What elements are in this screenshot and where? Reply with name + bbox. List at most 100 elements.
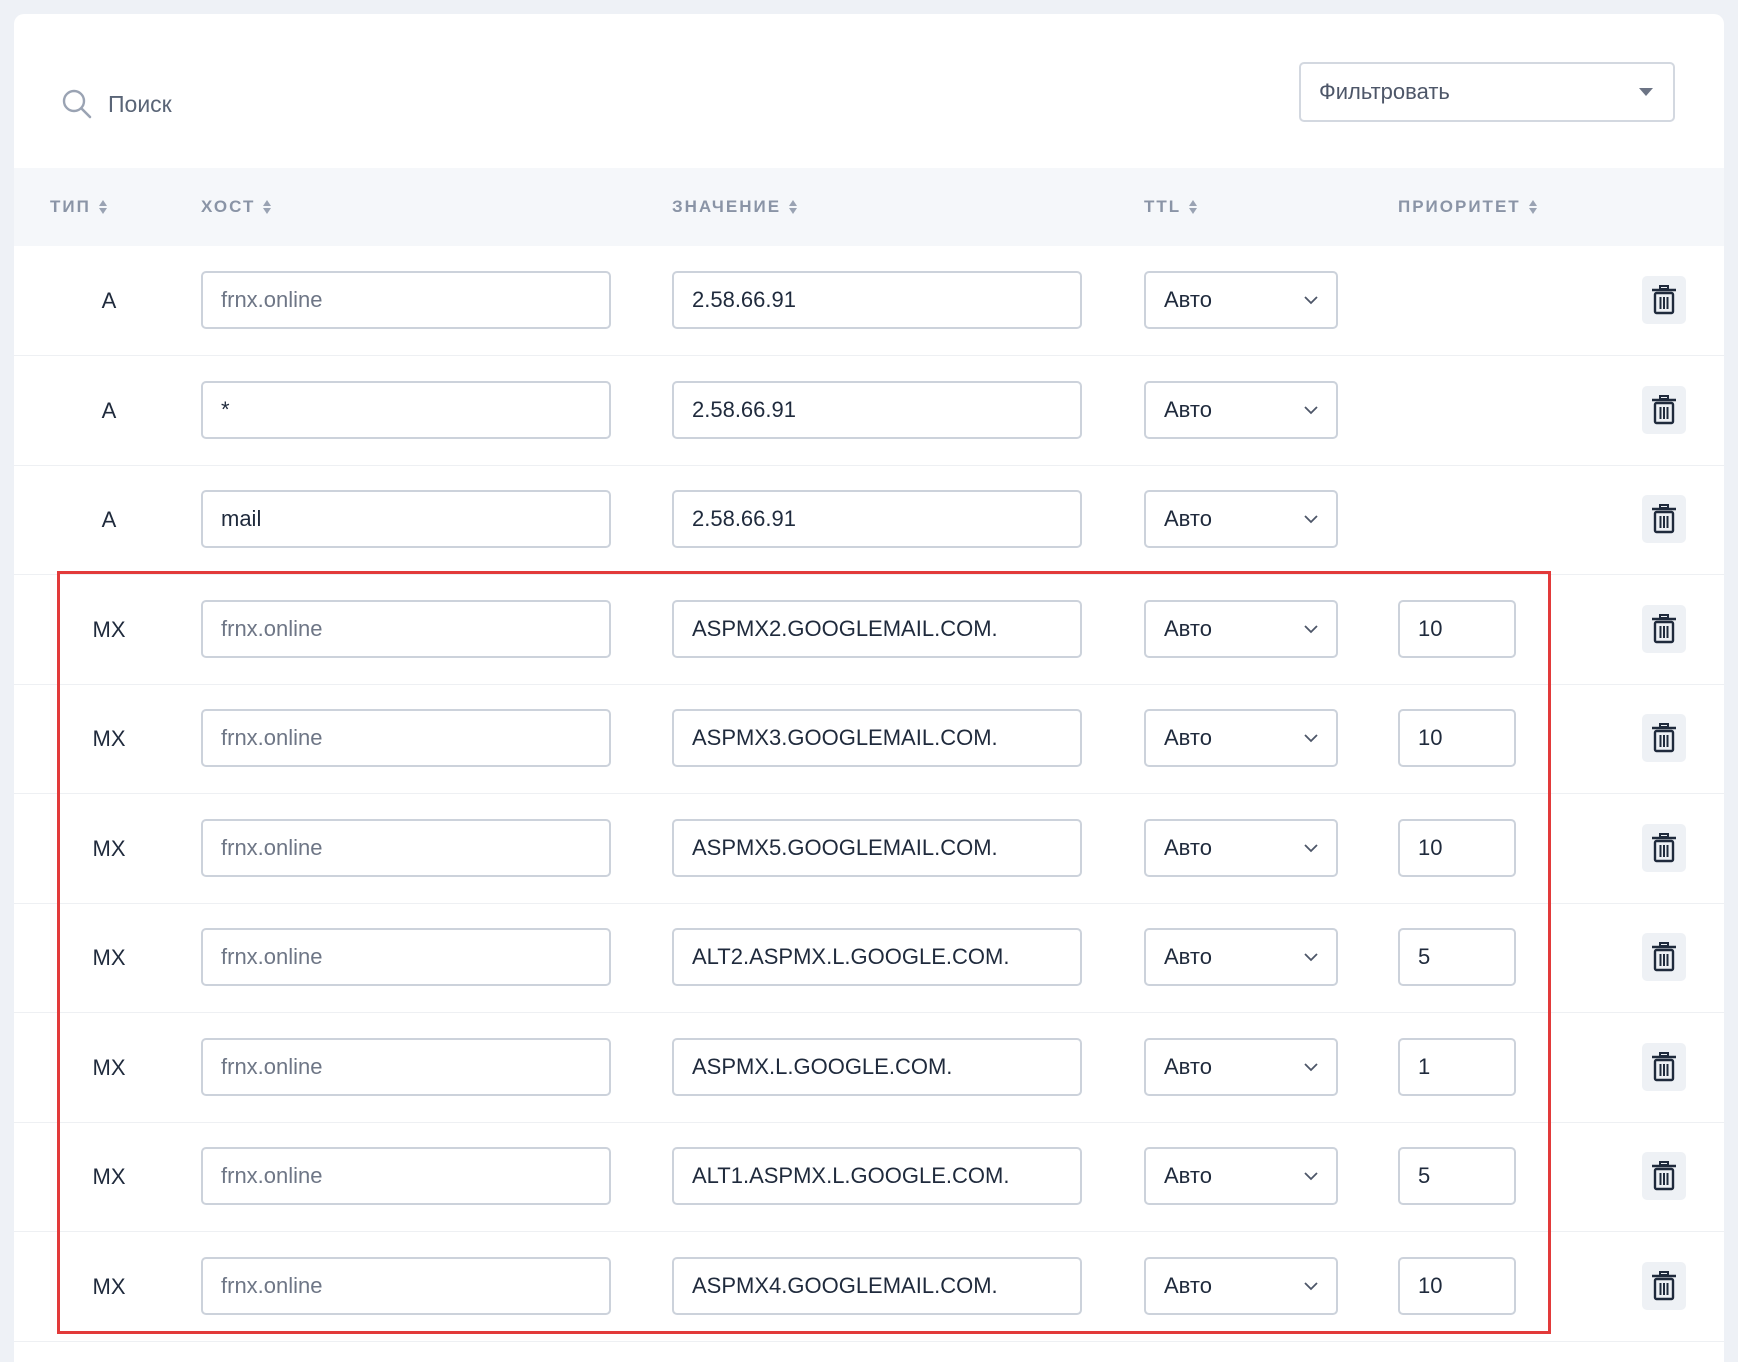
delete-button[interactable] xyxy=(1642,714,1686,762)
delete-button[interactable] xyxy=(1642,276,1686,324)
chevron-down-icon xyxy=(1304,952,1318,961)
delete-button[interactable] xyxy=(1642,495,1686,543)
ttl-select[interactable]: Авто xyxy=(1144,600,1338,658)
value-input[interactable]: 2.58.66.91 xyxy=(672,271,1082,329)
value-input[interactable]: ASPMX3.GOOGLEMAIL.COM. xyxy=(672,709,1082,767)
column-header-host-label: ХОСТ xyxy=(201,197,256,216)
table-row: A frnx.online 2.58.66.91 Авто xyxy=(14,246,1724,356)
table-row: MX frnx.online ASPMX5.GOOGLEMAIL.COM. Ав… xyxy=(14,794,1724,904)
value-input[interactable]: ASPMX4.GOOGLEMAIL.COM. xyxy=(672,1257,1082,1315)
search-label: Поиск xyxy=(108,90,172,117)
table-row: MX frnx.online ASPMX2.GOOGLEMAIL.COM. Ав… xyxy=(14,575,1724,685)
ttl-select-value: Авто xyxy=(1164,835,1212,860)
chevron-down-icon xyxy=(1304,624,1318,633)
value-input[interactable]: ASPMX5.GOOGLEMAIL.COM. xyxy=(672,819,1082,877)
ttl-select-value: Авто xyxy=(1164,506,1212,531)
chevron-down-icon xyxy=(1304,295,1318,304)
trash-icon xyxy=(1652,504,1676,534)
ttl-select-value: Авто xyxy=(1164,1054,1212,1079)
priority-input[interactable]: 5 xyxy=(1398,928,1516,986)
column-header-host[interactable]: ХОСТ xyxy=(201,168,272,246)
column-header-value[interactable]: ЗНАЧЕНИЕ xyxy=(672,168,798,246)
trash-icon xyxy=(1652,614,1676,644)
priority-input[interactable]: 5 xyxy=(1398,1147,1516,1205)
host-input[interactable]: frnx.online xyxy=(201,271,611,329)
value-input[interactable]: ASPMX2.GOOGLEMAIL.COM. xyxy=(672,600,1082,658)
delete-button[interactable] xyxy=(1642,824,1686,872)
ttl-select[interactable]: Авто xyxy=(1144,381,1338,439)
dns-records-card: Поиск Фильтровать ТИП ХОСТ ЗНАЧЕНИЕ TTL … xyxy=(14,14,1724,1362)
priority-input[interactable]: 10 xyxy=(1398,600,1516,658)
table-row: A mail 2.58.66.91 Авто xyxy=(14,465,1724,575)
delete-button[interactable] xyxy=(1642,1262,1686,1310)
search-box[interactable]: Поиск xyxy=(60,74,172,134)
host-input[interactable]: frnx.online xyxy=(201,1257,611,1315)
table-row: MX frnx.online ASPMX.L.GOOGLE.COM. Авто … xyxy=(14,1013,1724,1123)
ttl-select[interactable]: Авто xyxy=(1144,1038,1338,1096)
ttl-select-value: Авто xyxy=(1164,616,1212,641)
trash-icon xyxy=(1652,1161,1676,1191)
trash-icon xyxy=(1652,1052,1676,1082)
host-input[interactable]: mail xyxy=(201,490,611,548)
caret-down-icon xyxy=(1639,88,1653,96)
value-input[interactable]: 2.58.66.91 xyxy=(672,490,1082,548)
priority-input[interactable]: 1 xyxy=(1398,1038,1516,1096)
record-type: A xyxy=(101,507,117,532)
trash-icon xyxy=(1652,723,1676,753)
delete-button[interactable] xyxy=(1642,1043,1686,1091)
host-input[interactable]: frnx.online xyxy=(201,1147,611,1205)
value-input[interactable]: ALT2.ASPMX.L.GOOGLE.COM. xyxy=(672,928,1082,986)
trash-icon xyxy=(1652,395,1676,425)
delete-button[interactable] xyxy=(1642,386,1686,434)
host-input[interactable]: frnx.online xyxy=(201,928,611,986)
host-input[interactable]: frnx.online xyxy=(201,709,611,767)
trash-icon xyxy=(1652,1271,1676,1301)
delete-button[interactable] xyxy=(1642,933,1686,981)
host-input[interactable]: * xyxy=(201,381,611,439)
value-input[interactable]: ASPMX.L.GOOGLE.COM. xyxy=(672,1038,1082,1096)
host-input[interactable]: frnx.online xyxy=(201,600,611,658)
ttl-select[interactable]: Авто xyxy=(1144,271,1338,329)
record-type: MX xyxy=(92,617,126,642)
ttl-select[interactable]: Авто xyxy=(1144,928,1338,986)
record-type: A xyxy=(101,288,117,313)
column-header-priority[interactable]: ПРИОРИТЕТ xyxy=(1398,168,1537,246)
priority-input[interactable]: 10 xyxy=(1398,1257,1516,1315)
sort-icon xyxy=(789,200,798,214)
trash-icon xyxy=(1652,942,1676,972)
ttl-select[interactable]: Авто xyxy=(1144,1257,1338,1315)
chevron-down-icon xyxy=(1304,1171,1318,1180)
sort-icon xyxy=(1189,200,1198,214)
search-icon xyxy=(62,89,92,119)
filter-label: Фильтровать xyxy=(1319,79,1450,104)
ttl-select-value: Авто xyxy=(1164,287,1212,312)
record-type: MX xyxy=(92,726,126,751)
ttl-select-value: Авто xyxy=(1164,1273,1212,1298)
column-header-type[interactable]: ТИП xyxy=(50,168,107,246)
delete-button[interactable] xyxy=(1642,1152,1686,1200)
ttl-select[interactable]: Авто xyxy=(1144,490,1338,548)
priority-input[interactable]: 10 xyxy=(1398,819,1516,877)
table-row: MX frnx.online ASPMX4.GOOGLEMAIL.COM. Ав… xyxy=(14,1232,1724,1342)
trash-icon xyxy=(1652,833,1676,863)
host-input[interactable]: frnx.online xyxy=(201,819,611,877)
chevron-down-icon xyxy=(1304,1281,1318,1290)
host-input[interactable]: frnx.online xyxy=(201,1038,611,1096)
ttl-select-value: Авто xyxy=(1164,725,1212,750)
ttl-select-value: Авто xyxy=(1164,944,1212,969)
filter-dropdown[interactable]: Фильтровать xyxy=(1299,62,1675,122)
ttl-select[interactable]: Авто xyxy=(1144,709,1338,767)
ttl-select[interactable]: Авто xyxy=(1144,819,1338,877)
chevron-down-icon xyxy=(1304,405,1318,414)
priority-input[interactable]: 10 xyxy=(1398,709,1516,767)
sort-icon xyxy=(1528,200,1537,214)
value-input[interactable]: 2.58.66.91 xyxy=(672,381,1082,439)
delete-button[interactable] xyxy=(1642,605,1686,653)
column-header-value-label: ЗНАЧЕНИЕ xyxy=(672,197,782,216)
ttl-select[interactable]: Авто xyxy=(1144,1147,1338,1205)
column-header-type-label: ТИП xyxy=(50,197,91,216)
value-input[interactable]: ALT1.ASPMX.L.GOOGLE.COM. xyxy=(672,1147,1082,1205)
column-header-ttl[interactable]: TTL xyxy=(1144,168,1198,246)
chevron-down-icon xyxy=(1304,1062,1318,1071)
column-header-priority-label: ПРИОРИТЕТ xyxy=(1398,197,1521,216)
